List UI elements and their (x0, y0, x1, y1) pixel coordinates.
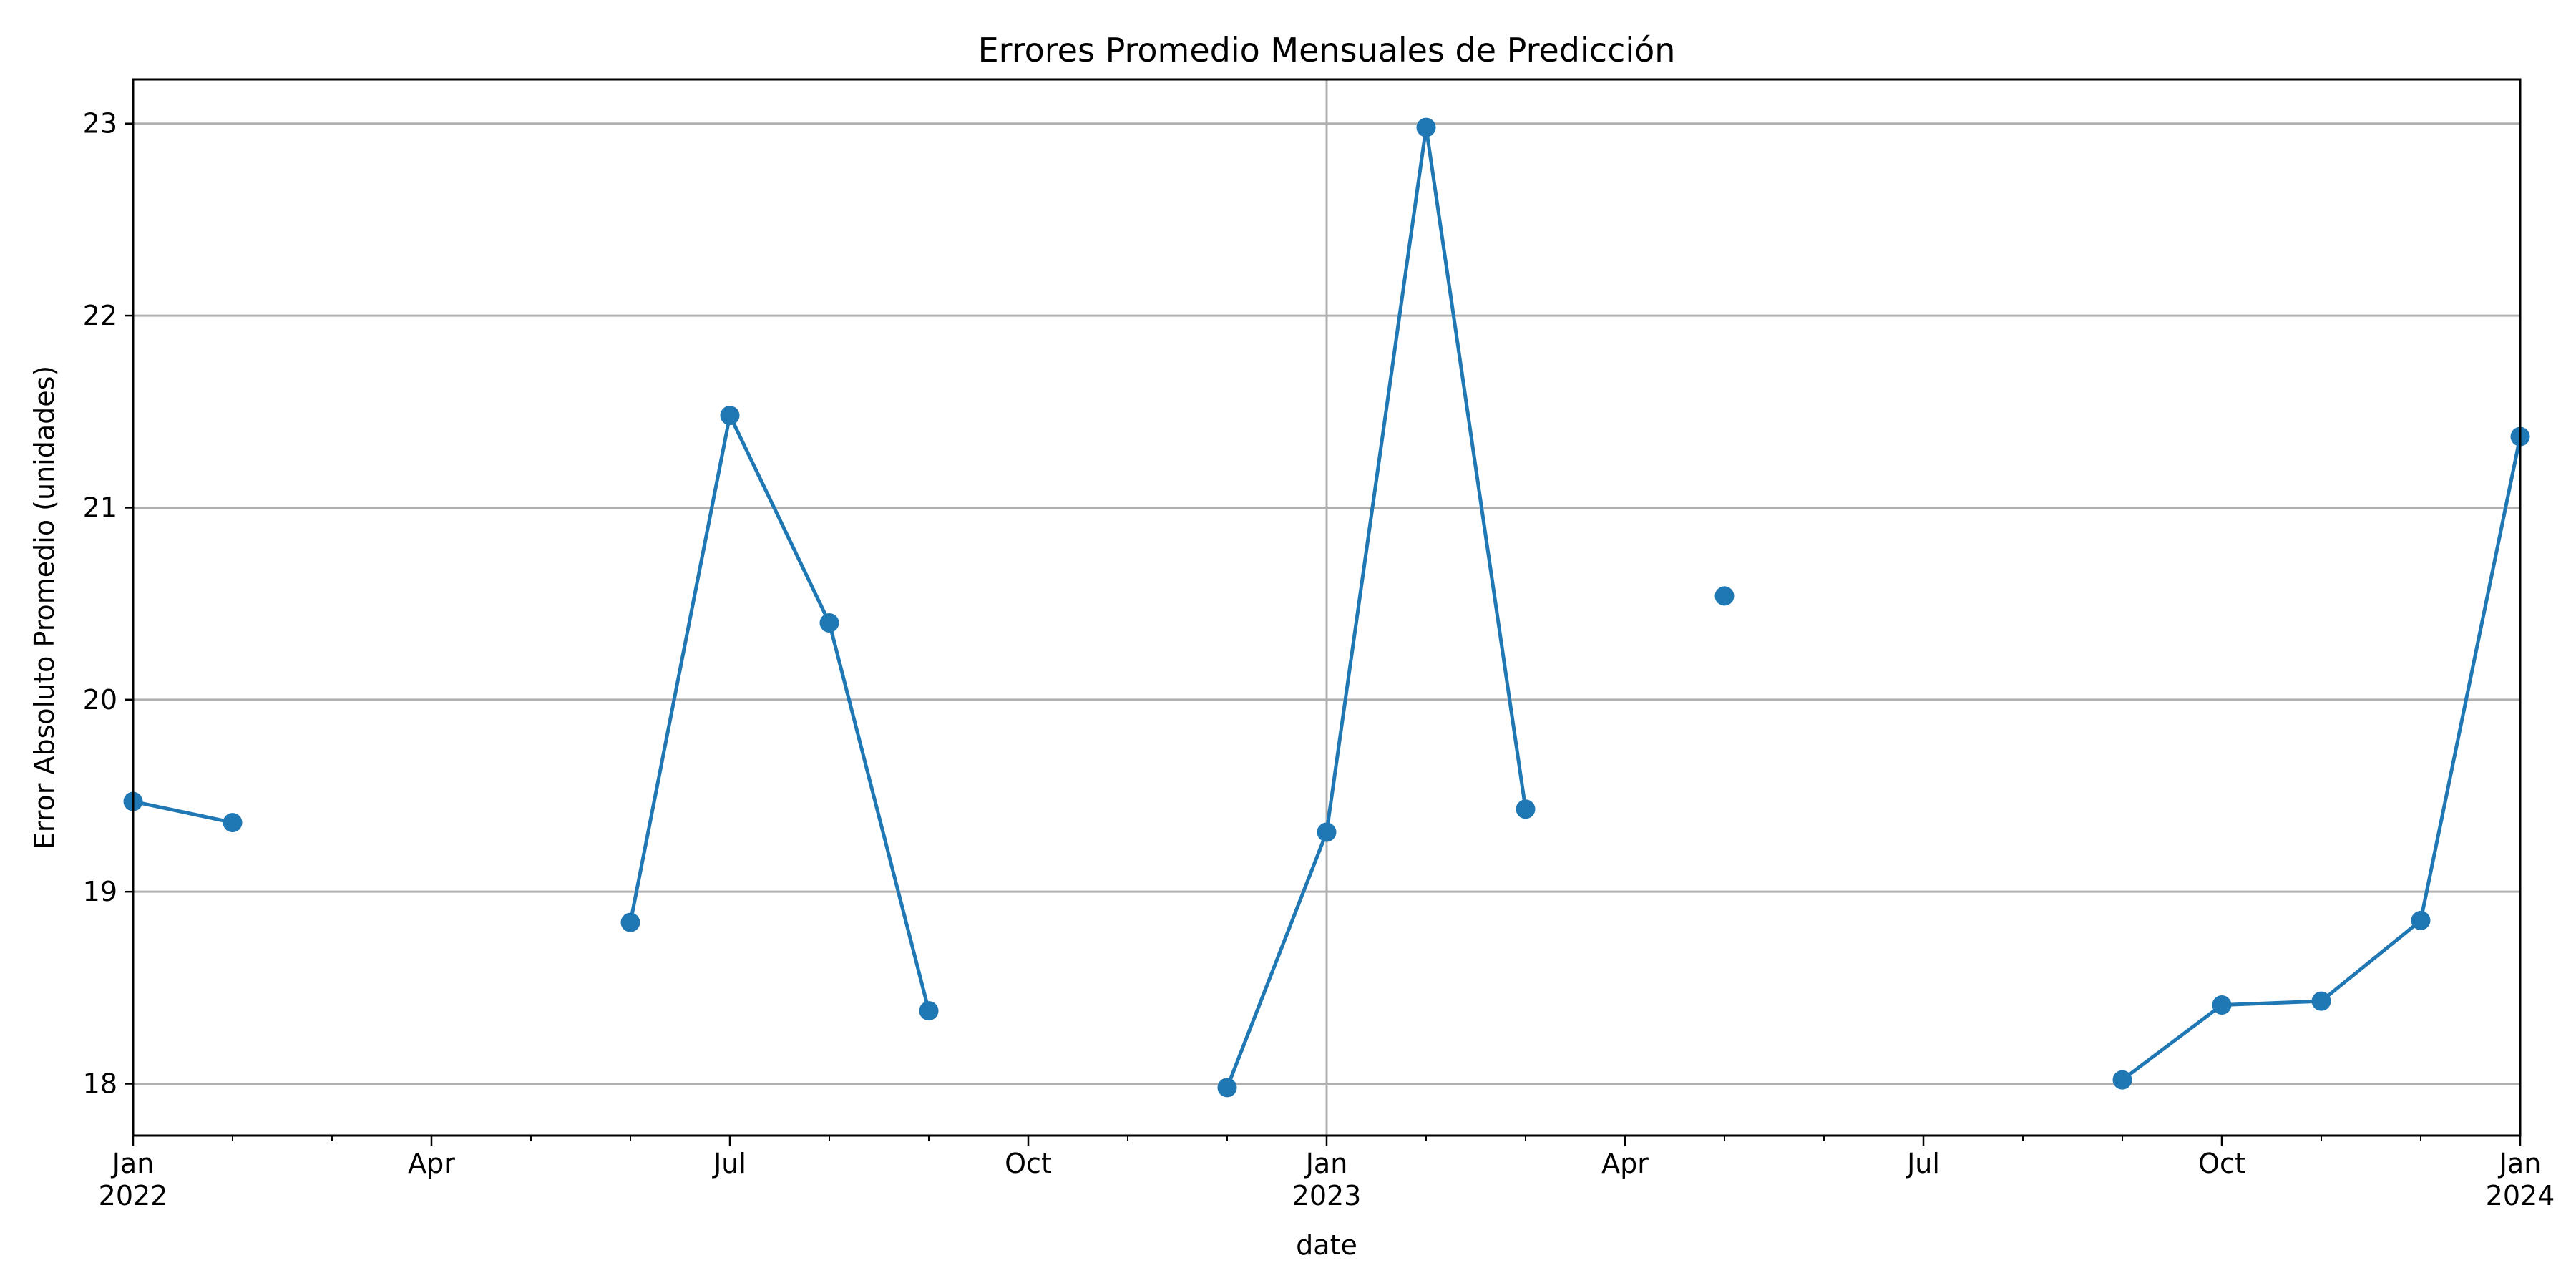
x-tick-year-label: 2022 (99, 1180, 168, 1211)
x-tick-label: Apr (1601, 1148, 1649, 1179)
y-tick-label: 18 (83, 1068, 117, 1100)
x-tick-label: Apr (408, 1148, 455, 1179)
x-tick-year-label: 2023 (1292, 1180, 1362, 1211)
x-tick-label: Jul (1906, 1148, 1940, 1179)
data-point (2311, 991, 2331, 1011)
y-tick-label: 22 (83, 300, 117, 331)
y-tick-label: 23 (83, 108, 117, 140)
y-tick-label: 19 (83, 876, 117, 907)
data-point (1516, 799, 1536, 819)
series-line-segment (131, 799, 235, 825)
chart-title: Errores Promedio Mensuales de Predicción (978, 31, 1676, 69)
data-point (2411, 910, 2431, 930)
y-axis-label: Error Absoluto Promedio (unidades) (29, 366, 60, 850)
x-tick-label: Jan (111, 1148, 155, 1179)
x-axis-label: date (1296, 1229, 1357, 1261)
x-tick-label: Jan (1304, 1148, 1348, 1179)
data-point (620, 912, 640, 932)
series-line-segment (1225, 125, 1528, 1090)
data-point (223, 813, 243, 833)
x-tick-year-label: 2024 (2486, 1180, 2555, 1211)
x-tick-label: Jul (712, 1148, 746, 1179)
data-point (1714, 586, 1735, 606)
data-point (2212, 995, 2232, 1015)
series-line-segment (628, 414, 931, 1013)
data-point (1217, 1078, 1237, 1098)
y-tick-label: 21 (83, 492, 117, 523)
x-tick-label: Oct (1005, 1148, 1052, 1179)
data-point (2112, 1070, 2132, 1090)
data-point (1416, 117, 1436, 137)
data-point (919, 1001, 939, 1021)
y-tick-label: 20 (83, 684, 117, 716)
x-tick-label: Jan (2498, 1148, 2542, 1179)
data-point (819, 613, 839, 633)
x-tick-label: Oct (2198, 1148, 2245, 1179)
data-point (720, 406, 740, 426)
series-layer (123, 117, 2530, 1098)
data-point (1317, 822, 1337, 842)
